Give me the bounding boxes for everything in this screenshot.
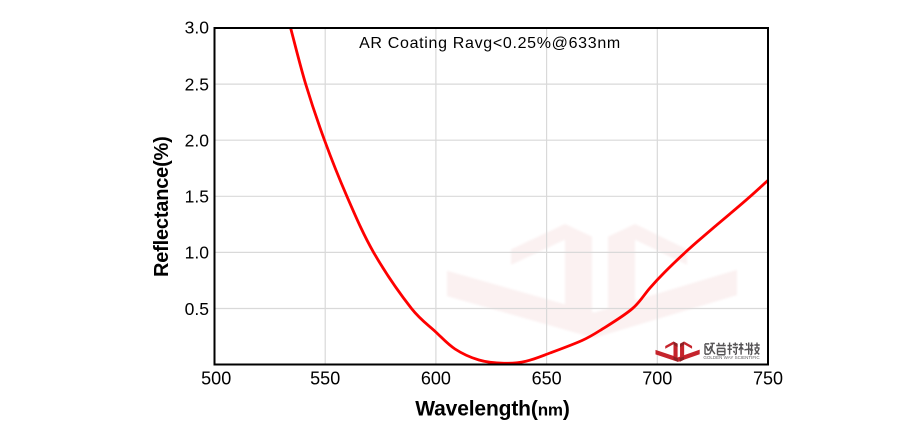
svg-text:500: 500 [201, 369, 231, 389]
svg-text:1.5: 1.5 [185, 187, 209, 207]
svg-text:2.0: 2.0 [185, 131, 210, 151]
svg-text:3.0: 3.0 [185, 18, 210, 38]
svg-text:550: 550 [310, 369, 340, 389]
svg-text:600: 600 [421, 369, 451, 389]
svg-text:700: 700 [642, 369, 672, 389]
svg-text:Wavelength(nm): Wavelength(nm) [415, 398, 569, 421]
svg-text:650: 650 [532, 369, 562, 389]
svg-text:0.5: 0.5 [185, 299, 209, 319]
svg-text:Reflectance(%): Reflectance(%) [151, 136, 173, 277]
svg-text:GOLDEN WAY SCIENTIFIC: GOLDEN WAY SCIENTIFIC [703, 355, 760, 360]
svg-text:AR Coating Ravg<0.25%@633nm: AR Coating Ravg<0.25%@633nm [359, 35, 621, 52]
svg-text:750: 750 [753, 369, 783, 389]
svg-text:2.5: 2.5 [185, 74, 209, 94]
svg-text:1.0: 1.0 [185, 243, 210, 263]
